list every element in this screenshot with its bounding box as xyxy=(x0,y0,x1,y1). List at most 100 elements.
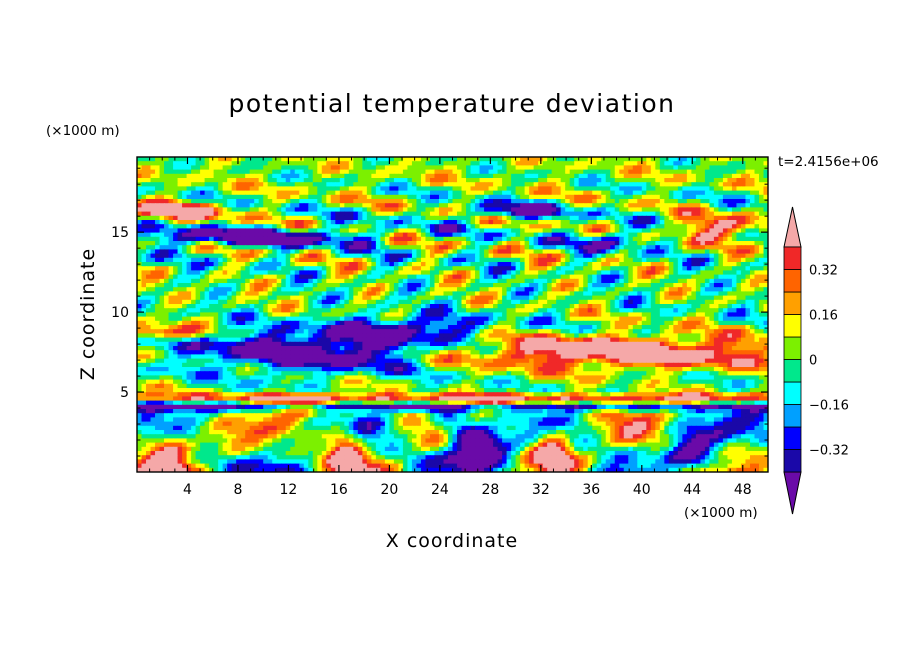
field-cell xyxy=(384,270,390,276)
field-cell xyxy=(263,207,269,213)
field-cell xyxy=(574,165,580,171)
field-cell xyxy=(204,274,210,280)
field-cell xyxy=(362,304,368,309)
field-cell xyxy=(470,220,476,225)
field-cell xyxy=(637,266,643,271)
field-cell xyxy=(655,199,661,204)
field-cell xyxy=(677,178,683,183)
field-cell xyxy=(393,203,400,208)
field-cell xyxy=(308,186,314,192)
field-cell xyxy=(488,266,494,271)
field-cell xyxy=(173,249,179,255)
field-cell xyxy=(276,199,282,204)
field-cell xyxy=(218,220,224,225)
field-cell xyxy=(204,232,210,238)
field-cell xyxy=(195,203,201,208)
field-cell xyxy=(258,220,264,225)
field-cell xyxy=(429,291,436,297)
field-cell xyxy=(484,278,490,284)
field-cell xyxy=(551,178,557,183)
field-cell xyxy=(475,241,481,246)
field-cell xyxy=(538,278,544,284)
field-cell xyxy=(294,236,300,242)
field-cell xyxy=(213,274,219,280)
field-cell xyxy=(429,304,436,309)
field-cell xyxy=(673,224,679,229)
field-cell xyxy=(632,215,638,221)
field-cell xyxy=(556,291,562,297)
field-cell xyxy=(614,194,620,200)
field-cell xyxy=(231,190,237,196)
field-cell xyxy=(673,194,679,200)
field-cell xyxy=(533,215,539,221)
field-cell xyxy=(452,182,458,187)
field-cell xyxy=(466,161,472,166)
field-cell xyxy=(623,232,629,238)
field-cell xyxy=(470,283,476,288)
field-cell xyxy=(556,295,562,301)
field-cell xyxy=(416,283,422,288)
field-cell xyxy=(141,165,147,171)
field-cell xyxy=(529,186,535,192)
field-cell xyxy=(506,291,512,297)
field-cell xyxy=(267,194,273,200)
field-cell xyxy=(740,220,747,225)
field-cell xyxy=(641,266,647,271)
field-cell xyxy=(641,283,647,288)
field-cell xyxy=(686,287,692,292)
field-cell xyxy=(312,287,318,292)
field-cell xyxy=(614,257,620,263)
field-cell xyxy=(276,249,282,255)
field-cell xyxy=(195,173,201,179)
field-cell xyxy=(713,299,720,305)
field-cell xyxy=(695,211,701,217)
time-label: t=2.4156e+06 xyxy=(778,154,879,170)
field-cell xyxy=(632,169,638,175)
field-cell xyxy=(204,194,210,200)
field-cell xyxy=(249,182,255,187)
field-cell xyxy=(245,207,251,213)
field-cell xyxy=(619,241,625,246)
field-cell xyxy=(168,157,174,162)
field-cell xyxy=(308,270,314,276)
field-cell xyxy=(146,215,152,221)
field-cell xyxy=(393,278,400,284)
field-cell xyxy=(344,194,350,200)
field-cell xyxy=(691,224,697,229)
field-cell xyxy=(524,169,530,175)
field-cell xyxy=(610,266,616,271)
field-cell xyxy=(524,186,530,192)
field-cell xyxy=(551,182,557,187)
field-cell xyxy=(159,283,165,288)
field-cell xyxy=(542,169,548,175)
field-cell xyxy=(420,287,427,292)
field-cell xyxy=(461,253,467,259)
field-cell xyxy=(299,232,305,238)
field-cell xyxy=(713,211,720,217)
field-cell xyxy=(479,287,485,292)
field-cell xyxy=(722,220,729,225)
field-cell xyxy=(330,287,336,292)
field-cell xyxy=(520,178,526,183)
field-cell xyxy=(722,194,729,200)
field-cell xyxy=(664,173,670,179)
field-cell xyxy=(321,203,327,208)
field-cell xyxy=(587,249,593,255)
field-cell xyxy=(646,299,652,305)
field-cell xyxy=(583,299,589,305)
field-cell xyxy=(731,165,738,171)
field-cell xyxy=(222,182,228,187)
field-cell xyxy=(254,236,260,242)
field-cell xyxy=(560,220,566,225)
field-cell xyxy=(731,249,738,255)
field-cell xyxy=(479,295,485,301)
field-cell xyxy=(542,262,548,267)
field-cell xyxy=(375,232,381,238)
field-cell xyxy=(177,262,183,267)
field-cell xyxy=(754,203,760,208)
field-cell xyxy=(330,199,336,204)
field-cell xyxy=(168,278,174,284)
field-cell xyxy=(276,270,282,276)
field-cell xyxy=(371,295,377,301)
field-cell xyxy=(299,249,305,255)
